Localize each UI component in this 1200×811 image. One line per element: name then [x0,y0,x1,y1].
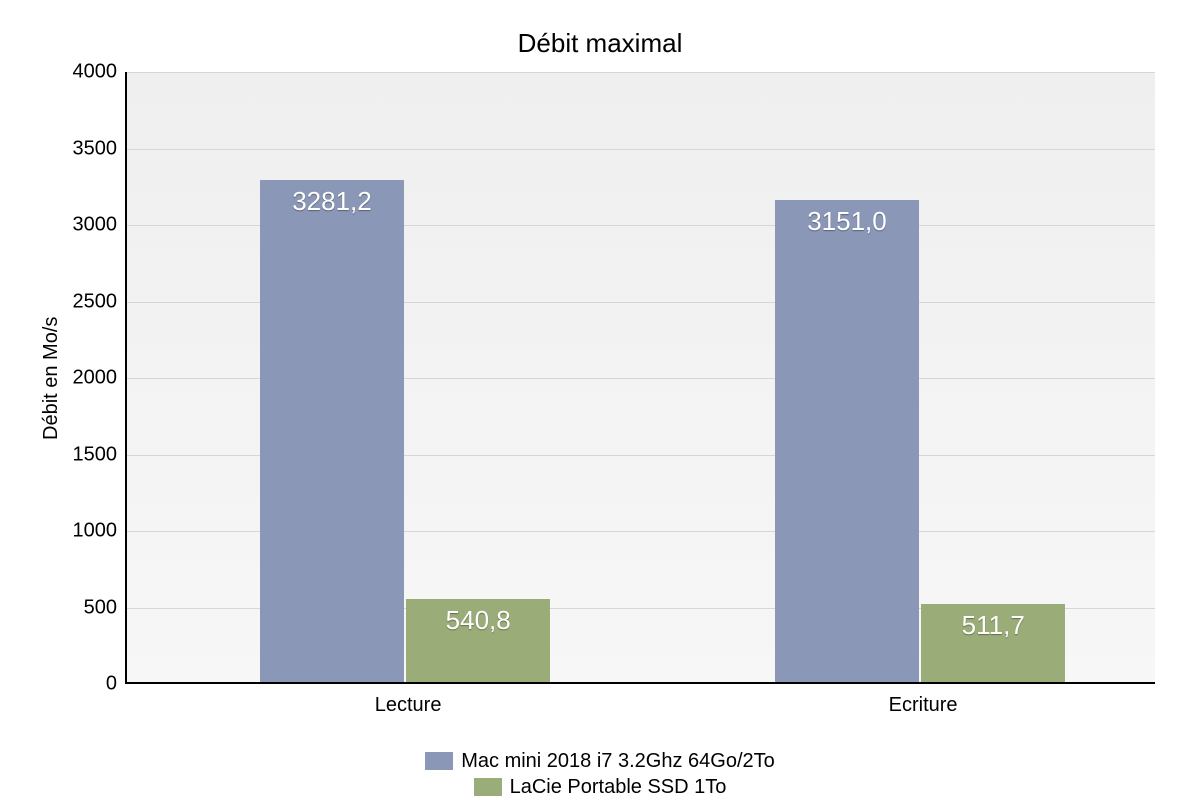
bar-value-label: 3281,2 [260,186,404,217]
y-tick-label: 500 [84,596,117,619]
plot-outer: Débit en Mo/s 05001000150020002500300035… [34,72,1155,684]
y-tick-label: 3000 [73,214,118,237]
legend: Mac mini 2018 i7 3.2Ghz 64Go/2ToLaCie Po… [0,748,1200,800]
y-tick-label: 3500 [73,137,118,160]
y-tick-label: 0 [106,673,117,696]
plot-area: 3281,2 540,8 3151,0 511,7 [125,72,1155,684]
y-tick-label: 1000 [73,520,118,543]
grid-line [127,72,1155,73]
chart-title: Débit maximal [0,28,1200,59]
y-axis-ticks: 05001000150020002500300035004000 [63,72,125,684]
bar-value-label: 540,8 [406,605,550,636]
legend-swatch [425,752,453,770]
legend-item-0: Mac mini 2018 i7 3.2Ghz 64Go/2To [425,748,775,774]
legend-swatch [474,778,502,796]
grid-line [127,149,1155,150]
bar-ecriture-series-1: 511,7 [921,604,1065,682]
y-tick-label: 1500 [73,443,118,466]
legend-item-1: LaCie Portable SSD 1To [474,774,727,800]
y-tick-label: 2000 [73,367,118,390]
chart-container: Débit maximal Débit en Mo/s 0 500 1000 1500… [0,0,1200,811]
legend-label: Mac mini 2018 i7 3.2Ghz 64Go/2To [461,748,775,774]
y-tick-label: 4000 [73,61,118,84]
legend-label: LaCie Portable SSD 1To [510,774,727,800]
bar-lecture-series-0: 3281,2 [260,180,404,682]
y-axis-label: Débit en Mo/s [34,72,63,684]
x-tick-label: Ecriture [889,694,958,717]
bar-ecriture-series-0: 3151,0 [775,200,919,682]
bar-lecture-series-1: 540,8 [406,599,550,682]
bar-value-label: 3151,0 [775,206,919,237]
bar-value-label: 511,7 [921,610,1065,641]
y-tick-label: 2500 [73,290,118,313]
x-tick-label: Lecture [375,694,442,717]
